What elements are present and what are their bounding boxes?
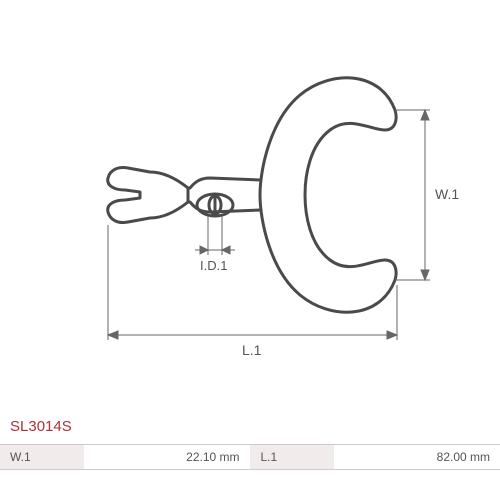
spec-key-0: W.1 <box>0 445 84 469</box>
technical-drawing: W.1 L.1 I.D.1 <box>0 0 500 400</box>
spec-val-0: 22.10 mm <box>84 445 251 469</box>
dim-label-width: W.1 <box>435 186 459 202</box>
spec-key-1: L.1 <box>251 445 335 469</box>
spec-table: W.1 22.10 mm L.1 82.00 mm <box>0 444 500 470</box>
dim-label-innerd: I.D.1 <box>200 258 227 273</box>
part-number: SL3014S <box>10 418 72 435</box>
dim-label-length: L.1 <box>242 342 261 358</box>
drawing-svg <box>0 0 500 400</box>
spec-val-1: 82.00 mm <box>334 445 500 469</box>
